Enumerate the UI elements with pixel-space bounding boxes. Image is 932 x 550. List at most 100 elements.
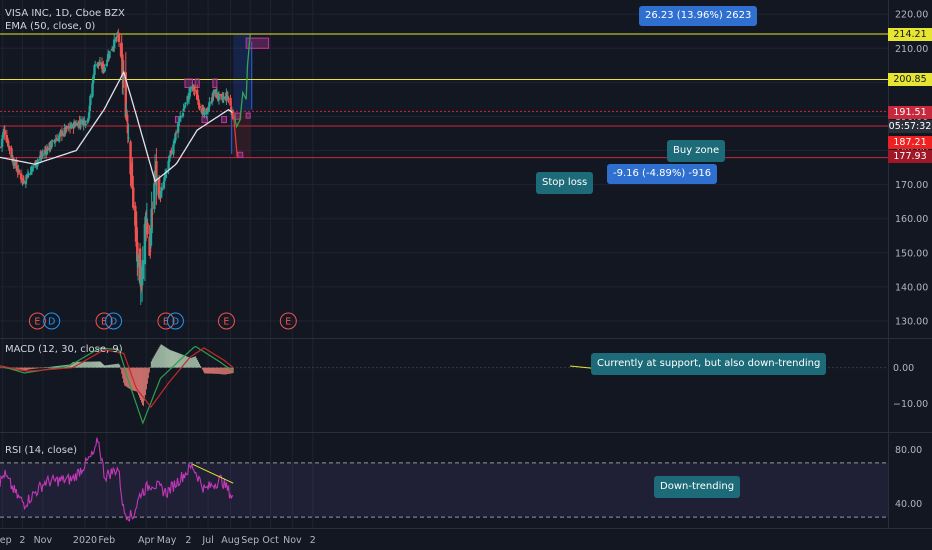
macd-histogram-bar — [197, 360, 199, 368]
candle-body — [153, 183, 156, 210]
candle-body — [131, 175, 134, 188]
macd-histogram-bar — [122, 367, 124, 379]
macd-histogram-bar — [31, 367, 33, 370]
top-line-price-label: 214.21 — [888, 28, 932, 41]
candle-body — [184, 102, 187, 105]
zone-box — [245, 112, 251, 119]
candle-body — [136, 254, 140, 268]
candle-body — [87, 112, 91, 119]
candle-body — [121, 77, 125, 80]
candle-body — [173, 139, 176, 143]
macd-histogram-bar — [177, 352, 179, 368]
macd-histogram-bar — [210, 367, 211, 374]
macd-histogram-bar — [41, 367, 43, 369]
zone-box — [221, 115, 227, 124]
macd-tick-label: 0.00 — [893, 363, 914, 374]
candle-body — [97, 62, 100, 65]
macd-histogram-bar — [108, 364, 110, 368]
time-tick-label: 2 — [310, 535, 316, 546]
candle-body — [189, 88, 192, 93]
macd-histogram-bar — [207, 367, 208, 374]
candle-body — [217, 93, 221, 100]
candle-body — [49, 142, 52, 148]
candle-body — [106, 54, 110, 60]
earnings-marker — [157, 312, 175, 330]
event-marker-letter: E — [223, 317, 229, 328]
candle-body — [125, 114, 129, 121]
candle-body — [38, 156, 42, 160]
earnings-marker — [217, 312, 235, 330]
projection-down-path — [232, 111, 238, 158]
macd-histogram-bar — [49, 366, 51, 368]
macd-histogram-bar — [196, 358, 198, 368]
candle-body — [206, 110, 210, 112]
macd-histogram-bar — [188, 357, 190, 368]
macd-histogram-bar — [120, 367, 122, 370]
candle-body — [150, 208, 153, 233]
macd-histogram-bar — [95, 361, 97, 368]
macd-histogram-bar — [135, 367, 136, 392]
candle-body — [136, 242, 139, 262]
candle-body — [198, 103, 201, 106]
macd-line — [0, 345, 233, 425]
candle-body — [134, 221, 138, 234]
macd-histogram-bar — [209, 367, 210, 374]
candle-body — [149, 250, 152, 252]
candle-body — [36, 159, 40, 162]
macd-histogram-bar — [33, 367, 35, 369]
candle-body — [117, 34, 121, 42]
macd-histogram-bar — [226, 367, 228, 375]
macd-histogram-bar — [23, 367, 25, 372]
price-tick-label: 150.00 — [895, 248, 928, 259]
candle-body — [46, 147, 49, 151]
macd-histogram-bar — [85, 361, 87, 368]
macd-histogram-bar — [89, 361, 91, 368]
candle-body — [17, 168, 20, 172]
candle-body — [98, 64, 101, 66]
macd-histogram-bar — [144, 367, 146, 395]
rsi-pane-header: RSI (14, close) — [5, 444, 77, 457]
candle-body — [41, 154, 45, 156]
candle-body — [193, 89, 197, 91]
candle-body — [55, 138, 59, 141]
macd-histogram-bar — [218, 367, 220, 375]
event-marker-letter: E — [285, 317, 291, 328]
macd-histogram-bar — [113, 364, 115, 368]
macd-histogram-bar — [43, 367, 45, 369]
candle-body — [176, 123, 180, 133]
ema-legend: EMA (50, close, 0) — [5, 21, 96, 32]
macd-histogram-bar — [87, 361, 89, 368]
candle-body — [148, 236, 151, 256]
candle-body — [51, 140, 54, 142]
macd-histogram-bar — [143, 367, 145, 401]
candle-body — [113, 39, 116, 49]
macd-histogram-bar — [168, 349, 170, 368]
candle-body — [111, 49, 114, 51]
macd-histogram-bar — [53, 366, 55, 368]
candle-body — [116, 32, 119, 37]
macd-histogram-bar — [145, 367, 147, 390]
macd-histogram-bar — [22, 367, 24, 372]
macd-histogram-bar — [146, 367, 148, 384]
macd-histogram-bar — [198, 362, 200, 368]
macd-histogram-bar — [52, 366, 54, 368]
candle-body — [230, 106, 233, 111]
macd-histogram-bar — [105, 365, 107, 368]
macd-histogram-bar — [128, 367, 130, 389]
macd-histogram-bar — [139, 367, 140, 398]
candle-body — [93, 65, 96, 75]
candle-body — [58, 133, 62, 136]
candle-body — [106, 59, 109, 62]
macd-histogram-bar — [84, 361, 86, 368]
time-tick-label: 2 — [185, 535, 191, 546]
macd-histogram-bar — [40, 367, 42, 369]
candle-body — [134, 205, 137, 226]
macd-histogram-bar — [38, 367, 40, 369]
macd-histogram-bar — [94, 361, 96, 368]
countdown-label: 05:57:32 — [888, 120, 932, 133]
candle-body — [130, 170, 134, 172]
candle-body — [170, 150, 173, 153]
macd-histogram-bar — [157, 348, 159, 368]
candle-body — [120, 50, 123, 57]
